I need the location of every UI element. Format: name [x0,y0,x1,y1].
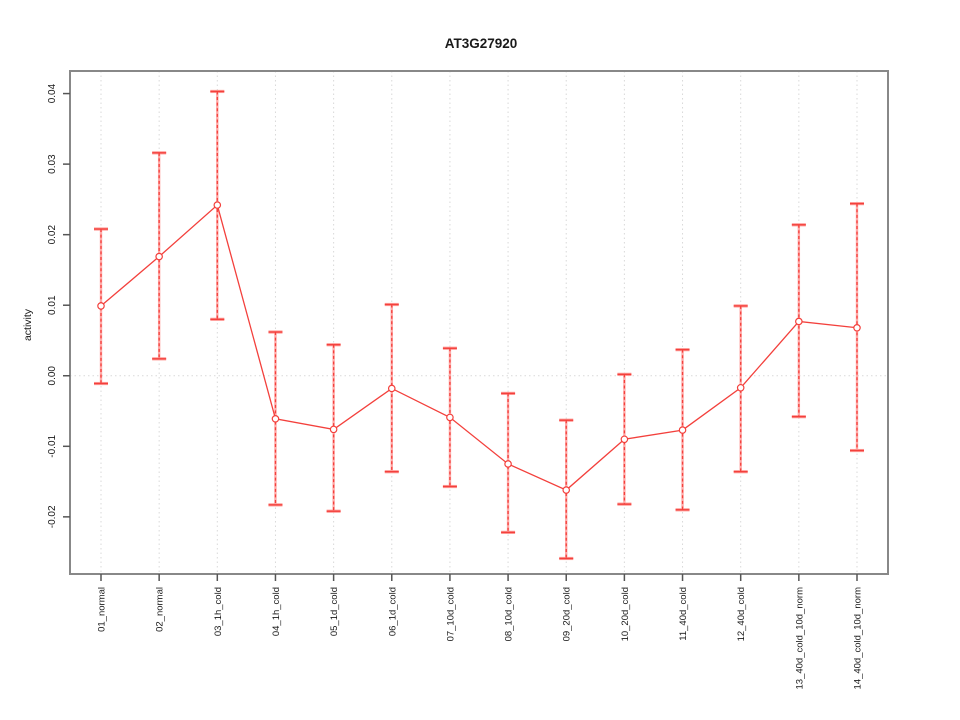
data-point-marker [853,323,861,332]
y-tick-label: 0.03 [47,154,58,174]
data-point-marker [620,435,629,444]
data-point-marker [271,414,280,423]
x-tick-label: 05_1d_cold [329,587,340,636]
y-tick-label: 0.04 [47,83,58,103]
x-tick-label: 01_normal [97,587,108,632]
y-tick-label: 0.01 [47,295,58,315]
x-tick-label: 09_20d_cold [562,587,573,641]
data-point-marker [329,425,338,434]
data-point-marker [213,201,222,209]
x-tick-label: 12_40d_cold [736,587,747,641]
data-point-marker [562,486,571,494]
x-tick-label: 03_1h_cold [213,587,224,636]
x-tick-label: 08_10d_cold [504,587,515,641]
data-point-marker [446,413,454,422]
y-tick-label: 0.02 [47,225,58,245]
data-point-marker [736,383,745,392]
data-point-marker [97,302,105,310]
data-point-marker [387,384,396,393]
chart-title: AT3G27920 [445,36,518,51]
y-tick-label: 0.00 [47,366,58,386]
x-tick-label: 07_10d_cold [445,587,456,641]
y-tick-label: -0.02 [47,505,58,528]
x-tick-label: 10_20d_cold [620,587,631,641]
y-tick-label: -0.01 [47,434,58,457]
data-line [100,203,858,491]
x-tick-label: 06_1d_cold [387,587,398,636]
data-point-marker [504,460,512,468]
plot-border [69,70,889,575]
data-point-marker [795,317,803,326]
x-tick-label: 11_40d_cold [678,587,689,641]
y-axis-label: activity [22,308,34,341]
x-tick-label: 13_40d_cold_10d_norm [794,587,805,690]
data-point-marker [155,252,163,261]
x-tick-label: 14_40d_cold_10d_norm [853,587,864,690]
x-tick-label: 04_1h_cold [271,587,282,636]
data-point-marker [678,426,687,434]
x-tick-label: 02_normal [155,587,166,632]
plot-area: -0.02 -0.01 0.00 0.01 0.02 0.03 0.04 01_normal 0… [47,70,889,690]
